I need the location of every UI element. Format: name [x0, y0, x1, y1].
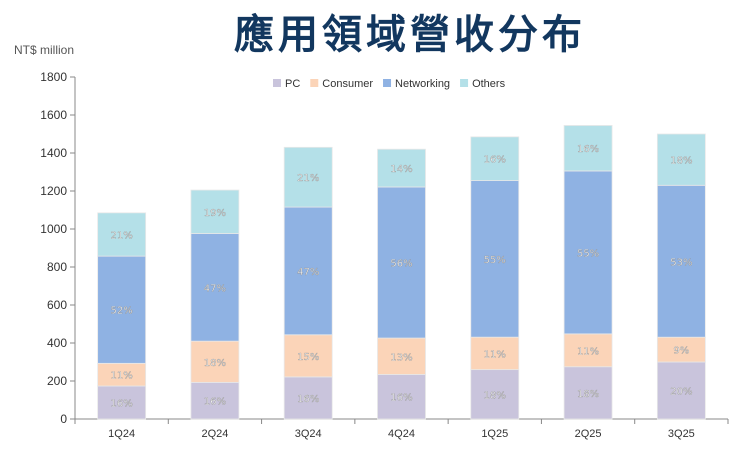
- bar-segment-pc: [656, 361, 706, 420]
- chart-axes: 0 200 400 600 800 1000 1200 1400 1600 1800 1Q24 2Q2…: [40, 70, 729, 440]
- segment-percent-label: 21%: [111, 230, 133, 241]
- bar-segment-networking: [656, 184, 706, 338]
- segment-percent-label: 52%: [111, 306, 133, 317]
- bar-segment-pc: [190, 381, 240, 420]
- x-category-label: 2Q24: [201, 428, 228, 440]
- y-tick-label: 1000: [40, 222, 67, 236]
- x-category-label: 1Q25: [481, 428, 508, 440]
- y-tick-label: 200: [47, 374, 67, 388]
- segment-percent-label: 11%: [111, 371, 133, 382]
- y-tick-label: 0: [60, 412, 67, 426]
- segment-percent-label: 47%: [297, 267, 319, 278]
- bar-segment-networking: [97, 255, 147, 364]
- legend-swatch-networking: [383, 79, 392, 87]
- segment-percent-label: 56%: [390, 259, 412, 270]
- bar-segment-others: [656, 133, 706, 186]
- bar-segment-pc: [97, 385, 147, 420]
- segment-percent-label: 16%: [297, 394, 319, 405]
- segment-percent-label: 53%: [670, 257, 692, 268]
- segment-percent-label: 11%: [484, 349, 506, 360]
- segment-percent-label: 18%: [484, 390, 506, 401]
- y-tick-label: 1800: [40, 70, 67, 84]
- legend-swatch-pc: [273, 79, 281, 87]
- bar-segment-consumer: [190, 340, 240, 383]
- bar-segment-pc: [377, 374, 426, 420]
- segment-percent-label: 13%: [390, 352, 412, 363]
- segment-percent-label: 19%: [204, 208, 226, 219]
- bar-segment-networking: [283, 206, 333, 336]
- segment-percent-label: 9%: [673, 346, 689, 357]
- segment-percent-label: 18%: [204, 358, 226, 369]
- segment-percent-label: 14%: [390, 164, 412, 175]
- legend-label-networking: Networking: [395, 78, 450, 90]
- segment-percent-label: 47%: [204, 283, 226, 294]
- y-tick-label: 1400: [40, 146, 67, 160]
- segment-percent-label: 15%: [297, 352, 319, 363]
- bar-segment-others: [283, 146, 333, 208]
- legend-label-pc: PC: [285, 78, 300, 90]
- bar-segment-networking: [190, 233, 240, 342]
- bar-segment-others: [563, 125, 613, 172]
- segment-percent-label: 20%: [670, 387, 692, 398]
- bar-segment-consumer: [377, 337, 426, 375]
- x-category-label: 1Q24: [108, 428, 135, 440]
- x-category-label: 2Q25: [575, 428, 602, 440]
- bar-segment-networking: [563, 170, 613, 335]
- chart-title: 應用領域營收分布: [234, 12, 586, 58]
- x-category-label: 4Q24: [388, 428, 415, 440]
- bar-segment-others: [470, 136, 520, 181]
- legend-swatch-consumer: [310, 79, 319, 87]
- legend-label-consumer: Consumer: [322, 78, 373, 90]
- chart-legend: PC Consumer Networking Others: [273, 78, 506, 90]
- segment-percent-label: 18%: [670, 156, 692, 167]
- segment-percent-label: 16%: [390, 393, 412, 404]
- x-category-label: 3Q24: [295, 428, 322, 440]
- chart-segment-labels: 16% 11% 52% 21% 16% 18% 47% 19% 16% 15% 47% 21% 16% 1…: [110, 144, 692, 410]
- segment-percent-label: 21%: [297, 173, 319, 184]
- y-tick-label: 800: [47, 260, 67, 274]
- y-tick-label: 1600: [40, 108, 67, 122]
- segment-percent-label: 55%: [484, 255, 506, 266]
- segment-percent-label: 16%: [484, 155, 506, 166]
- bar-segment-others: [97, 212, 147, 257]
- segment-percent-label: 16%: [577, 144, 599, 155]
- x-category-label: 3Q25: [668, 428, 695, 440]
- legend-swatch-others: [460, 79, 469, 87]
- y-tick-label: 400: [47, 336, 67, 350]
- segment-percent-label: 16%: [111, 399, 133, 410]
- segment-percent-label: 18%: [577, 389, 599, 400]
- segment-percent-label: 55%: [577, 248, 599, 259]
- segment-percent-label: 16%: [204, 397, 226, 408]
- bar-segment-others: [377, 148, 426, 188]
- bar-segment-consumer: [470, 336, 520, 371]
- segment-percent-label: 11%: [577, 346, 599, 357]
- bar-segment-networking: [377, 186, 426, 339]
- legend-label-others: Others: [472, 78, 506, 90]
- bar-segment-consumer: [283, 334, 333, 378]
- y-tick-label: 600: [47, 298, 67, 312]
- chart-bars: [97, 125, 706, 420]
- y-axis-unit-label: NT$ million: [14, 43, 75, 57]
- bar-segment-consumer: [656, 336, 706, 363]
- y-tick-label: 1200: [40, 184, 67, 198]
- bar-segment-networking: [470, 180, 520, 338]
- bar-segment-others: [190, 189, 240, 234]
